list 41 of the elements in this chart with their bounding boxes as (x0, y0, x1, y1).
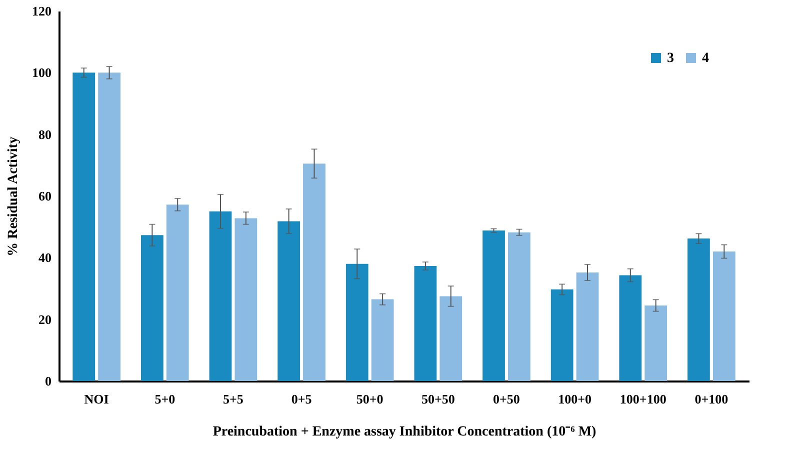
legend-label: 3 (667, 51, 674, 66)
bar (371, 299, 394, 381)
x-tick-label: 0+100 (694, 392, 728, 406)
bar (440, 296, 462, 381)
y-tick-label: 120 (32, 4, 52, 18)
bar (278, 221, 300, 381)
bar (414, 266, 437, 381)
bar (508, 232, 530, 381)
x-tick-label: 50+0 (356, 392, 384, 406)
bar (576, 272, 599, 381)
x-tick-label: 5+5 (222, 392, 244, 406)
y-tick-label: 80 (38, 126, 52, 142)
bar (619, 275, 642, 381)
y-tick-label: 20 (38, 312, 52, 327)
bar (712, 252, 736, 381)
y-tick-label: 0 (45, 374, 52, 388)
legend-label: 4 (702, 51, 709, 66)
bar (303, 164, 326, 381)
bar (166, 204, 189, 381)
bar (234, 218, 258, 381)
bar (346, 264, 368, 381)
y-tick-label: 60 (38, 188, 52, 204)
bar (644, 305, 668, 381)
x-tick-label: 100+100 (620, 392, 666, 406)
y-axis-title: % Residual Activity (6, 136, 21, 256)
x-tick-label: 0+5 (291, 392, 312, 406)
y-tick-label: 100 (32, 65, 52, 80)
x-tick-label: 100+0 (558, 392, 592, 406)
bar (72, 72, 96, 381)
x-tick-label: 5+0 (154, 392, 176, 406)
x-tick-label: 50+50 (421, 392, 455, 406)
y-tick-label: 40 (38, 250, 52, 266)
x-tick-label: NOI (84, 392, 109, 406)
bar (688, 238, 710, 381)
x-axis-title: Preincubation + Enzyme assay Inhibitor Concentration (10⁻⁶ M) (212, 424, 597, 440)
bar (209, 211, 232, 381)
bar (140, 235, 164, 381)
x-tick-label: 0+50 (493, 392, 520, 406)
bar (98, 72, 120, 381)
bar (550, 289, 574, 381)
bar (482, 230, 505, 381)
